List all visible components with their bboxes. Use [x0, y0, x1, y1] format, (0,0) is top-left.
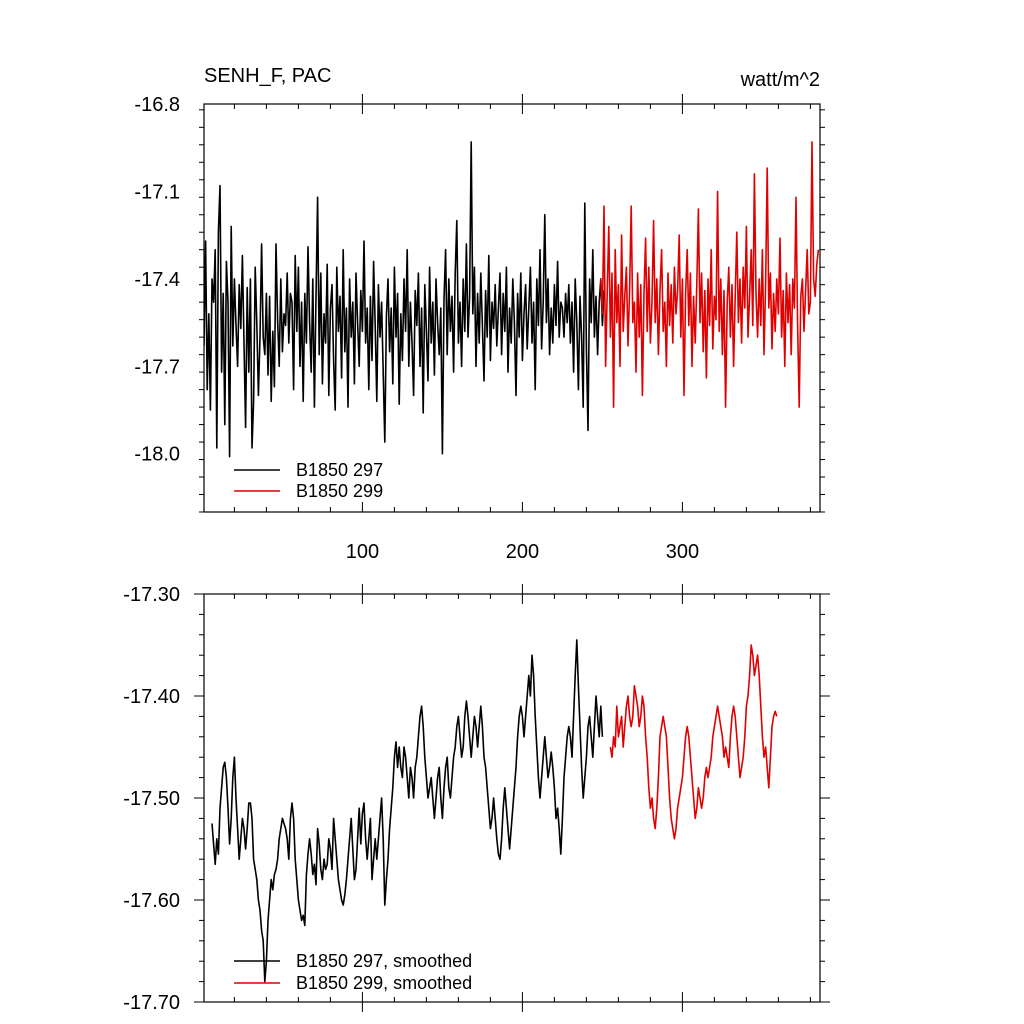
top-xtick-label: 100 — [346, 541, 379, 563]
top-chart-title: SENH_F, PAC — [204, 65, 331, 87]
bottom-chart-panel: -17.30 -17.40 -17.50 -17.60 -17.70 B1850 297… — [123, 584, 830, 1014]
top-xtick-label: 300 — [666, 541, 699, 563]
top-chart-units: watt/m^2 — [740, 69, 820, 91]
top-ytick-label: -18.0 — [134, 444, 180, 466]
bottom-ytick-label: -17.30 — [123, 584, 180, 606]
bottom-ytick-label: -17.50 — [123, 788, 180, 810]
bottom-ytick-label: -17.60 — [123, 890, 180, 912]
top-legend: B1850 297 B1850 299 — [234, 460, 383, 501]
top-legend-label-a: B1850 297 — [296, 460, 383, 480]
bottom-legend-label-a: B1850 297, smoothed — [296, 951, 472, 971]
bottom-ytick-label: -17.40 — [123, 686, 180, 708]
top-series-lines — [204, 141, 820, 458]
bottom-series-line-b1850-297 — [211, 639, 604, 983]
top-ytick-label: -16.8 — [134, 94, 180, 116]
top-series-line-b1850-297 — [204, 141, 605, 458]
bottom-legend-label-b: B1850 299, smoothed — [296, 973, 472, 993]
top-axis-ticks: 100 200 300 -16.8 -17.1 -17.4 -17.7 -18.0 — [134, 94, 825, 563]
top-ytick-label: -17.4 — [134, 269, 180, 291]
bottom-series-lines — [211, 639, 778, 983]
top-ytick-label: -17.1 — [134, 181, 180, 203]
top-ytick-label: -17.7 — [134, 356, 180, 378]
bottom-legend: B1850 297, smoothed B1850 299, smoothed — [234, 951, 472, 993]
bottom-axis-ticks: -17.30 -17.40 -17.50 -17.60 -17.70 — [123, 584, 830, 1014]
top-xtick-label: 200 — [506, 541, 539, 563]
bottom-series-line-b1850-299 — [609, 644, 778, 840]
top-chart-panel: SENH_F, PAC watt/m^2 100 200 300 -16.8 -17.1… — [134, 65, 825, 563]
top-series-line-b1850-299 — [600, 141, 820, 408]
top-legend-label-b: B1850 299 — [296, 481, 383, 501]
bottom-plot-frame — [203, 593, 821, 1003]
bottom-ytick-label: -17.70 — [123, 992, 180, 1014]
